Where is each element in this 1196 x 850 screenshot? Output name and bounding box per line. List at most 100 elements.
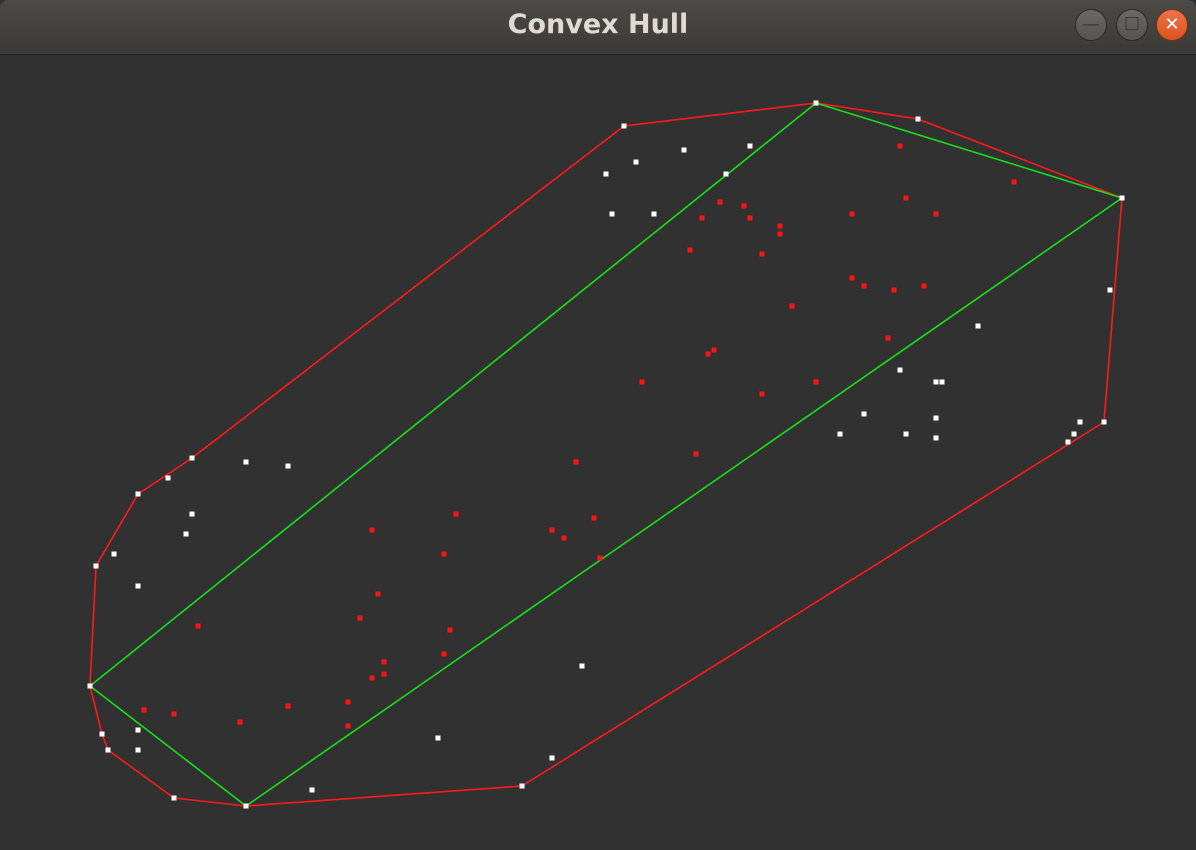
outer-hull-polygon (89, 102, 1123, 807)
sample-point (189, 455, 195, 461)
maximize-button[interactable]: ☐ (1116, 9, 1148, 41)
minimize-icon: — (1082, 14, 1100, 35)
interior-point (549, 527, 555, 533)
interior-point (903, 195, 909, 201)
interior-point (747, 215, 753, 221)
interior-point (345, 723, 351, 729)
interior-point (447, 627, 453, 633)
interior-point (687, 247, 693, 253)
inner-hull-polygon (89, 102, 1123, 807)
sample-point (915, 116, 921, 122)
minimize-button[interactable]: — (1075, 9, 1107, 41)
sample-point (243, 803, 249, 809)
sample-point (933, 435, 939, 441)
interior-point (777, 231, 783, 237)
maximize-icon: ☐ (1123, 14, 1141, 35)
interior-point (891, 287, 897, 293)
sample-point (135, 747, 141, 753)
sample-point (105, 747, 111, 753)
interior-point (741, 203, 747, 209)
interior-point (171, 711, 177, 717)
interior-point (345, 699, 351, 705)
sample-point (651, 211, 657, 217)
hull-points-layer (87, 100, 1125, 809)
sample-point (933, 379, 939, 385)
sample-point (633, 159, 639, 165)
interior-point (639, 379, 645, 385)
interior-point (759, 391, 765, 397)
sample-point (519, 783, 525, 789)
interior-point (1011, 179, 1017, 185)
sample-point (93, 563, 99, 569)
interior-point (561, 535, 567, 541)
sample-point (681, 147, 687, 153)
interior-point (141, 707, 147, 713)
convex-hull-scene (87, 100, 1125, 809)
sample-point (1107, 287, 1113, 293)
sample-point (165, 475, 171, 481)
interior-point (573, 459, 579, 465)
sample-point (861, 411, 867, 417)
sample-point (1101, 419, 1107, 425)
sample-point (933, 415, 939, 421)
sample-point (111, 551, 117, 557)
sample-point (1119, 195, 1125, 201)
sample-point (135, 583, 141, 589)
interior-point (441, 551, 447, 557)
interior-point (381, 659, 387, 665)
interior-point (285, 703, 291, 709)
interior-point (711, 347, 717, 353)
interior-point (699, 215, 705, 221)
interior-point (591, 515, 597, 521)
interior-point (759, 251, 765, 257)
sample-point (603, 171, 609, 177)
interior-point (381, 671, 387, 677)
sample-point (903, 431, 909, 437)
sample-point (189, 511, 195, 517)
sample-point (897, 367, 903, 373)
sample-point (747, 143, 753, 149)
interior-point (369, 527, 375, 533)
interior-point (849, 275, 855, 281)
sample-point (135, 491, 141, 497)
sample-point (609, 211, 615, 217)
interior-point (357, 615, 363, 621)
sample-point (549, 755, 555, 761)
sample-point (837, 431, 843, 437)
close-button[interactable]: ✕ (1156, 9, 1188, 41)
sample-point (135, 727, 141, 733)
interior-point (921, 283, 927, 289)
sample-point (813, 100, 819, 106)
drawing-canvas[interactable] (0, 55, 1196, 850)
interior-points-layer (141, 143, 1017, 729)
interior-point (897, 143, 903, 149)
interior-point (237, 719, 243, 725)
sample-point (1077, 419, 1083, 425)
sample-point (975, 323, 981, 329)
sample-point (183, 531, 189, 537)
interior-point (717, 199, 723, 205)
interior-point (813, 379, 819, 385)
interior-point (453, 511, 459, 517)
interior-point (693, 451, 699, 457)
interior-point (597, 555, 603, 561)
sample-point (171, 795, 177, 801)
title-bar[interactable]: Convex Hull — ☐ ✕ (0, 0, 1196, 55)
interior-point (369, 675, 375, 681)
sample-point (579, 663, 585, 669)
sample-point (285, 463, 291, 469)
sample-point (99, 731, 105, 737)
inner-hull-layer (89, 102, 1123, 807)
sample-point (243, 459, 249, 465)
outer-hull-layer (89, 102, 1123, 807)
sample-point (1071, 431, 1077, 437)
interior-point (789, 303, 795, 309)
interior-point (861, 283, 867, 289)
interior-point (777, 223, 783, 229)
sample-point (1065, 439, 1071, 445)
interior-point (375, 591, 381, 597)
interior-point (705, 351, 711, 357)
sample-point (309, 787, 315, 793)
interior-point (885, 335, 891, 341)
